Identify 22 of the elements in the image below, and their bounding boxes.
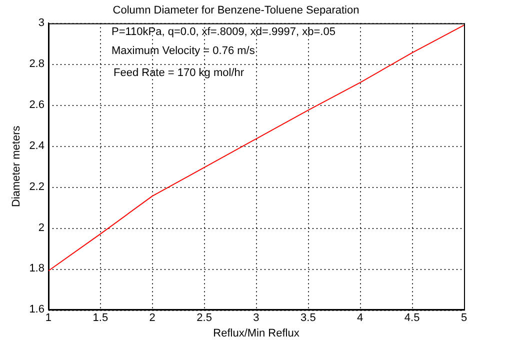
x-tick-label: 4.5 (404, 312, 420, 324)
y-tick-label: 3 (38, 17, 44, 30)
annotation: Feed Rate = 170 kg mol/hr (113, 67, 244, 80)
y-tick-label: 2.4 (29, 140, 44, 152)
x-tick-label: 5 (460, 312, 468, 324)
x-tick-label: 3.5 (300, 312, 316, 324)
x-tick-label: 1 (45, 312, 52, 324)
x-tick-label: 3 (253, 312, 260, 324)
annotation: P=110kPa, q=0.0, xf=.8009, xd=.9997, xb=.05 (111, 26, 336, 38)
y-tick-label: 2.2 (29, 180, 44, 193)
y-tick-label: 2 (38, 222, 44, 234)
x-tick-label: 1.5 (92, 312, 108, 324)
x-tick-label: 2 (149, 312, 156, 324)
x-tick-label: 2.5 (196, 312, 212, 324)
y-tick-label: 2.6 (29, 99, 44, 112)
chart-title: Column Diameter for Benzene-Toluene Separation (112, 4, 360, 17)
x-tick-label: 4 (357, 312, 364, 324)
y-tick-label: 1.8 (29, 262, 44, 275)
y-tick-label: 1.6 (29, 304, 44, 316)
y-axis-title: Diameter meters (10, 125, 23, 208)
x-axis-title: Reflux/Min Reflux (213, 327, 300, 340)
y-tick-label: 2.8 (29, 58, 44, 70)
